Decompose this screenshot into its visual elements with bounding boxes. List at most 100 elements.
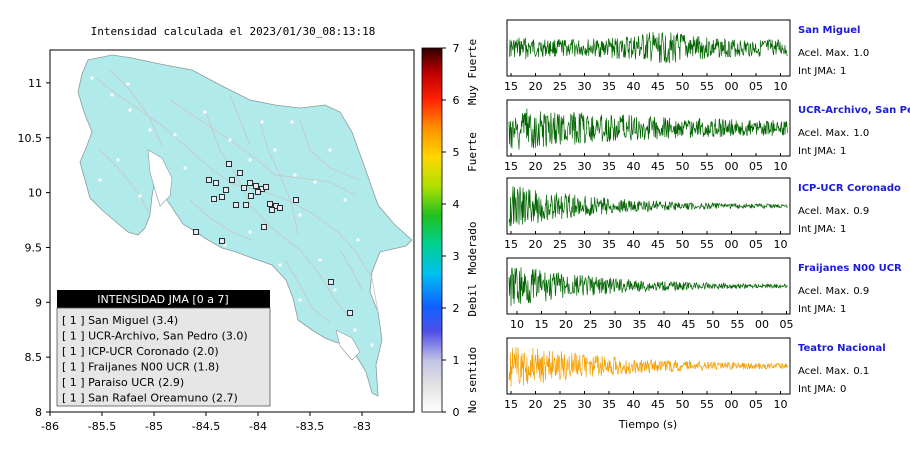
waveform-trace: [508, 186, 788, 227]
int-prefix: Int JMA:: [798, 66, 836, 77]
golfo-dulce: [335, 329, 361, 361]
map-ytick-label: 8: [35, 406, 42, 419]
city-dot: [148, 128, 152, 132]
city-dot: [293, 173, 297, 177]
legend-items: [ 1 ] San Miguel (3.4) [ 1 ] UCR-Archivo,…: [62, 314, 248, 405]
colorbar-category-label: Moderado: [466, 222, 479, 275]
legend-item: [ 1 ] Fraijanes N00 UCR (1.8): [62, 361, 219, 374]
acel-max: Acel. Max. 1.0: [798, 128, 869, 139]
waveform-tick-label: 05: [749, 238, 763, 251]
waveform-tick-label: 20: [529, 238, 543, 251]
acel-max: Acel. Max. 0.9: [798, 206, 869, 217]
waveform-tick-label: 15: [504, 398, 518, 411]
colorbar-tick-label: 2: [453, 302, 460, 315]
city-dot: [90, 76, 94, 80]
city-dot: [173, 133, 177, 137]
city-dot: [333, 288, 337, 292]
waveform-tick-label: 15: [504, 160, 518, 173]
waveform-tick-label: 25: [553, 238, 567, 251]
int-jma: Int JMA: 1: [798, 224, 846, 235]
city-dot: [128, 108, 132, 112]
int-value: 1: [840, 66, 846, 77]
waveform-tick-label: 30: [608, 318, 622, 331]
city-dot: [290, 120, 294, 124]
waveform-tick-label: 10: [774, 238, 788, 251]
station-marker: [261, 224, 267, 230]
acel-value: 0.9: [853, 206, 869, 217]
acel-max: Acel. Max. 0.9: [798, 286, 869, 297]
waveform-tick-label: 35: [602, 160, 616, 173]
waveform-tick-label: 10: [510, 318, 524, 331]
acel-max: Acel. Max. 1.0: [798, 48, 869, 59]
waveform-tick-label: 50: [676, 398, 690, 411]
waveform-tick-label: 05: [780, 318, 794, 331]
colorbar-tick-label: 1: [453, 354, 460, 367]
waveform-panel: 15 20 25 30 35 40 45 50 55 00 05 10 San Miguel Acel. …: [504, 19, 869, 93]
int-value: 1: [840, 304, 846, 315]
acel-prefix: Acel. Max.: [798, 48, 849, 59]
acel-value: 0.1: [853, 366, 869, 377]
map-frame: [49, 49, 415, 413]
station-marker: [277, 205, 283, 211]
station-marker: [219, 238, 225, 244]
city-dot: [223, 243, 227, 247]
map-xtick-label: -83: [353, 420, 371, 433]
station-marker: [206, 177, 212, 183]
int-prefix: Int JMA:: [798, 304, 836, 315]
city-dot: [203, 110, 207, 114]
waveform-tick-label: 30: [578, 238, 592, 251]
waveform-tick-label: 55: [700, 238, 714, 251]
colorbar-category-label: Debil: [466, 283, 479, 316]
city-dot: [273, 148, 277, 152]
waveform-trace: [508, 347, 788, 387]
city-dot: [278, 263, 282, 267]
legend-item: [ 1 ] UCR-Archivo, San Pedro (3.0): [62, 330, 248, 343]
colorbar-tick-label: 6: [453, 94, 460, 107]
waveform-tick-label: 35: [602, 398, 616, 411]
colorbar-tick-label: 3: [453, 250, 460, 263]
waveform-tick-label: 00: [725, 398, 739, 411]
waveform-tick-label: 40: [627, 238, 641, 251]
map-axes: -86 -85.5 -85 -84.5 -84 -83.5 -83 11 10.5 10 9.5 9 8…: [18, 77, 371, 433]
legend-item: [ 1 ] San Rafael Oreamuno (2.7): [62, 392, 238, 405]
city-dot: [343, 198, 347, 202]
city-dot: [138, 194, 142, 198]
waveform-xlabel: Tiempo (s): [618, 418, 677, 431]
city-dot: [328, 148, 332, 152]
station-marker: [247, 180, 253, 186]
station-marker: [263, 184, 269, 190]
waveform-panel: 15 20 25 30 35 40 45 50 55 00 05 10 Teatro Nacional A…: [504, 337, 886, 411]
map-ytick-label: 11: [28, 77, 42, 90]
waveform-tick-label: 40: [627, 160, 641, 173]
station-marker: [229, 177, 235, 183]
station-marker: [293, 197, 299, 203]
city-dot: [318, 258, 322, 262]
waveform-tick-label: 50: [676, 238, 690, 251]
colorbar-tick-label: 0: [453, 406, 460, 419]
city-dot: [183, 166, 187, 170]
waveform-tick-label: 25: [553, 80, 567, 93]
colorbar-category-label: Fuerte: [466, 132, 479, 172]
waveform-tick-label: 05: [749, 80, 763, 93]
map-ytick-label: 8.5: [25, 351, 43, 364]
colorbar: 7 6 5 4 3 2 1 0 Muy Fuerte Fuerte Moderado Debil No…: [421, 39, 479, 419]
waveform-tick-label: 20: [529, 398, 543, 411]
city-dot: [248, 158, 252, 162]
map-ytick-label: 10: [28, 187, 42, 200]
city-dot: [116, 158, 120, 162]
station-name: ICP-UCR Coronado: [798, 183, 901, 194]
station-marker: [243, 202, 249, 208]
waveform-trace: [508, 32, 788, 64]
int-value: 1: [840, 146, 846, 157]
waveform-tick-label: 10: [774, 80, 788, 93]
int-value: 0: [840, 384, 846, 395]
city-dots: [90, 76, 374, 347]
station-marker: [328, 279, 334, 285]
int-jma: Int JMA: 1: [798, 146, 846, 157]
waveform-tick-label: 50: [676, 160, 690, 173]
waveform-tick-label: 55: [700, 398, 714, 411]
waveform-tick-label: 35: [602, 80, 616, 93]
station-marker: [233, 202, 239, 208]
waveform-tick-label: 00: [755, 318, 769, 331]
waveform-tick-label: 05: [749, 398, 763, 411]
